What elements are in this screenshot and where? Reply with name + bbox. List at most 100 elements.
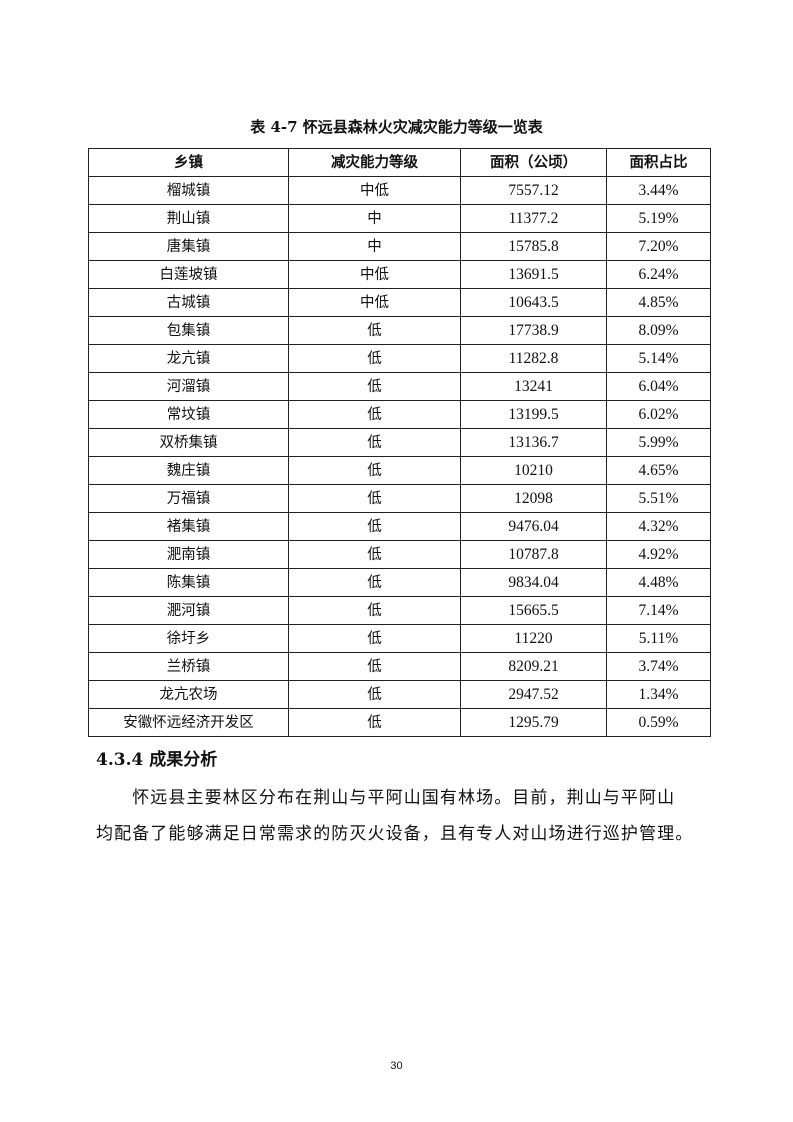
table-row: 白莲坡镇 中低 13691.5 6.24% [88,260,711,289]
area-cell: 10643.5 [460,288,607,317]
table-row: 褚集镇低 9476.04 4.32% [88,512,711,541]
town-cell: 白莲坡镇 [88,260,289,289]
share-cell: 1.34% [606,680,711,709]
table-row: 常坟镇低 13199.5 6.02% [88,400,711,429]
share-cell: 5.51% [606,484,711,513]
area-cell: 13241 [460,372,607,401]
level-cell: 低 [288,316,461,345]
column-header: 面积占比 [606,148,711,177]
table-row: 龙亢镇低 11282.8 5.14% [88,344,711,373]
town-cell: 常坟镇 [88,400,289,429]
table-row: 唐集镇中 15785.8 7.20% [88,232,711,261]
share-cell: 5.19% [606,204,711,233]
table-row: 兰桥镇低 8209.21 3.74% [88,652,711,681]
town-cell: 魏庄镇 [88,456,289,485]
table-caption: 表 4-7 怀远县森林火灾减灾能力等级一览表 [250,118,543,136]
town-cell: 淝河镇 [88,596,289,625]
area-cell: 10210 [460,456,607,485]
town-cell: 淝南镇 [88,540,289,569]
area-cell: 13136.7 [460,428,607,457]
paragraph-line: 怀远县主要林区分布在荆山与平阿山国有林场。目前，荆山与平阿山 [96,788,676,808]
column-header: 减灾能力等级 [288,148,461,177]
level-cell: 中低 [288,288,461,317]
level-cell: 低 [288,680,461,709]
level-cell: 低 [288,344,461,373]
area-cell: 11282.8 [460,344,607,373]
town-cell: 褚集镇 [88,512,289,541]
page-number: 30 [390,1060,403,1072]
share-cell: 5.14% [606,344,711,373]
column-header: 面积（公顷） [460,148,607,177]
table-row: 包集镇低 17738.9 8.09% [88,316,711,345]
town-cell: 古城镇 [88,288,289,317]
table-header-row: 乡镇 减灾能力等级 面积（公顷） 面积占比 [88,148,711,177]
table-row: 徐圩乡低 11220 5.11% [88,624,711,653]
level-cell: 低 [288,652,461,681]
level-cell: 低 [288,708,461,737]
table-row: 万福镇低 12098 5.51% [88,484,711,513]
fire-mitigation-table: 乡镇 减灾能力等级 面积（公顷） 面积占比 榴城镇 中低 7557.12 3.44% 荆山镇中… [88,148,711,737]
level-cell: 中低 [288,176,461,205]
table-row: 陈集镇低 9834.04 4.48% [88,568,711,597]
share-cell: 5.99% [606,428,711,457]
level-cell: 低 [288,400,461,429]
share-cell: 0.59% [606,708,711,737]
share-cell: 6.04% [606,372,711,401]
table-row: 淝河镇低 15665.5 7.14% [88,596,711,625]
town-cell: 荆山镇 [88,204,289,233]
town-cell: 榴城镇 [88,176,289,205]
area-cell: 7557.12 [460,176,607,205]
town-cell: 河溜镇 [88,372,289,401]
area-cell: 11220 [460,624,607,653]
area-cell: 2947.52 [460,680,607,709]
area-cell: 1295.79 [460,708,607,737]
level-cell: 中 [288,204,461,233]
table-row: 荆山镇中 11377.2 5.19% [88,204,711,233]
level-cell: 低 [288,540,461,569]
level-cell: 低 [288,372,461,401]
area-cell: 9476.04 [460,512,607,541]
town-cell: 双桥集镇 [88,428,289,457]
town-cell: 唐集镇 [88,232,289,261]
level-cell: 低 [288,456,461,485]
level-cell: 中低 [288,260,461,289]
area-cell: 8209.21 [460,652,607,681]
area-cell: 17738.9 [460,316,607,345]
area-cell: 12098 [460,484,607,513]
area-cell: 15665.5 [460,596,607,625]
town-cell: 包集镇 [88,316,289,345]
table-row: 双桥集镇低 13136.7 5.99% [88,428,711,457]
area-cell: 13199.5 [460,400,607,429]
table-row: 龙亢农场低 2947.52 1.34% [88,680,711,709]
column-header: 乡镇 [88,148,289,177]
town-cell: 龙亢镇 [88,344,289,373]
level-cell: 低 [288,624,461,653]
table-row: 古城镇 中低 10643.5 4.85% [88,288,711,317]
town-cell: 陈集镇 [88,568,289,597]
area-cell: 10787.8 [460,540,607,569]
share-cell: 7.14% [606,596,711,625]
table-row: 安徽怀远经济开发区低 1295.79 0.59% [88,708,711,737]
town-cell: 兰桥镇 [88,652,289,681]
share-cell: 6.24% [606,260,711,289]
town-cell: 徐圩乡 [88,624,289,653]
area-cell: 9834.04 [460,568,607,597]
level-cell: 低 [288,568,461,597]
table-row: 淝南镇低 10787.8 4.92% [88,540,711,569]
paragraph-line: 均配备了能够满足日常需求的防灭火设备，且有专人对山场进行巡护管理。 [96,824,694,844]
section-heading: 4.3.4 成果分析 [96,750,218,770]
share-cell: 4.65% [606,456,711,485]
area-cell: 13691.5 [460,260,607,289]
share-cell: 4.32% [606,512,711,541]
level-cell: 中 [288,232,461,261]
level-cell: 低 [288,512,461,541]
share-cell: 7.20% [606,232,711,261]
share-cell: 8.09% [606,316,711,345]
share-cell: 4.92% [606,540,711,569]
level-cell: 低 [288,428,461,457]
table-row: 榴城镇 中低 7557.12 3.44% [88,176,711,205]
town-cell: 万福镇 [88,484,289,513]
area-cell: 11377.2 [460,204,607,233]
share-cell: 3.74% [606,652,711,681]
area-cell: 15785.8 [460,232,607,261]
